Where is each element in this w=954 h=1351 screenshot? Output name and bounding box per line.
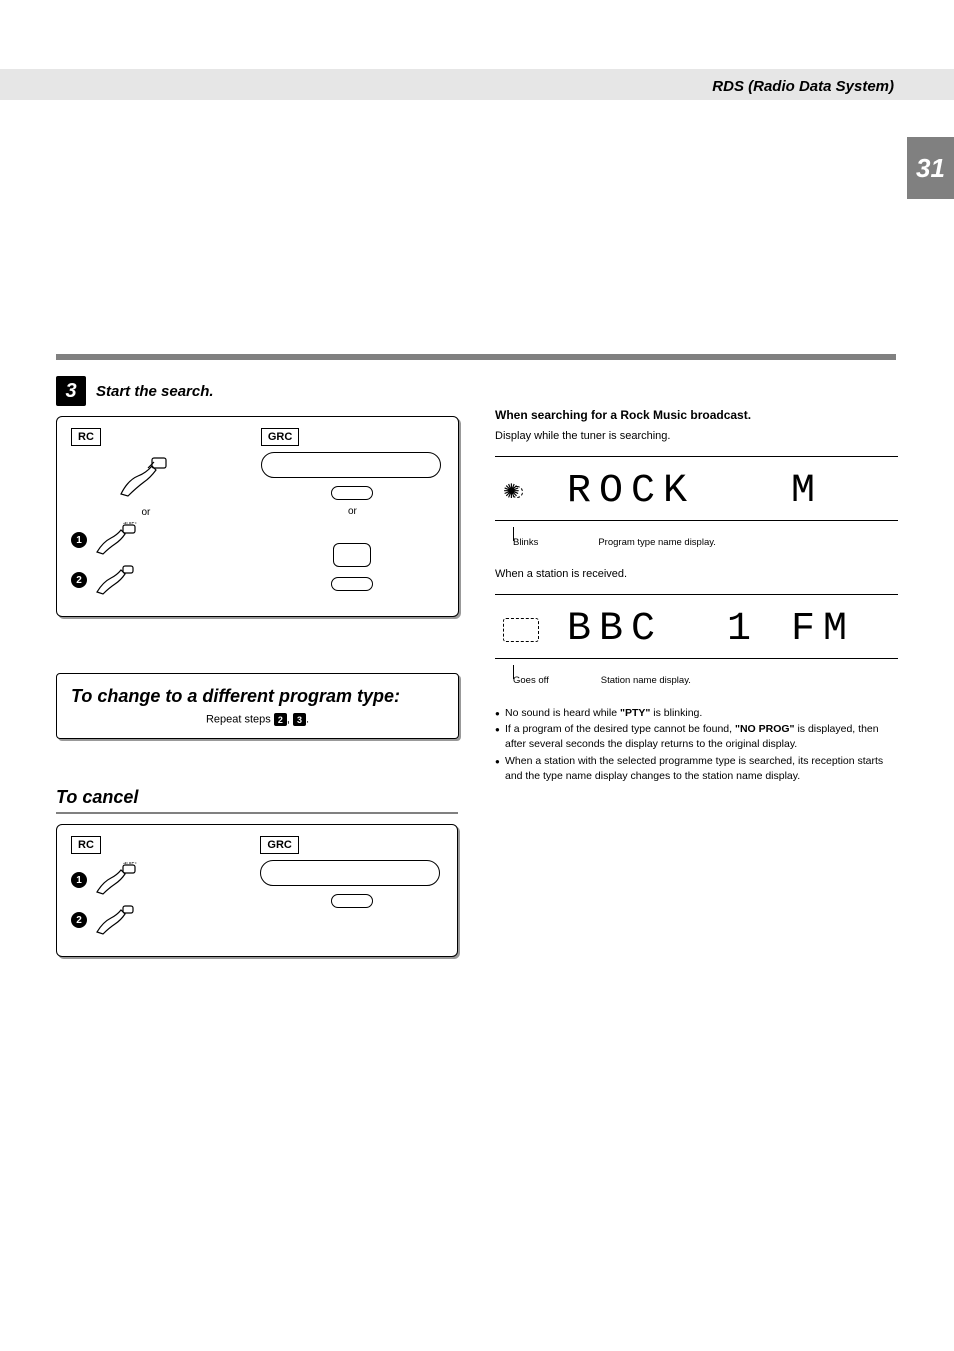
notes-list: No sound is heard while "PTY" is blinkin… [495, 706, 898, 784]
step-3-header: 3 Start the search. [56, 376, 459, 406]
hand-press-icon-cancel [93, 902, 143, 938]
lcd-1-text: ROCK M [567, 469, 823, 514]
lcd-1-label-right: Program type name display. [598, 537, 716, 548]
rock-sub-1: Display while the tuner is searching. [495, 430, 898, 442]
sub-1-badge: 1 [71, 532, 87, 548]
lcd-1-pointer [513, 527, 514, 541]
rock-sub-2: When a station is received. [495, 568, 898, 580]
sub-2-badge: 2 [71, 572, 87, 588]
lcd-2-label-left: Goes off [513, 675, 549, 686]
change-type-title: To change to a different program type: [71, 686, 444, 707]
step-3-badge: 3 [56, 376, 86, 406]
device-oval-button [261, 452, 441, 478]
cancel-sub-1-badge: 1 [71, 872, 87, 888]
or-label-left: or [71, 507, 221, 518]
lcd-display-1: ✺ ROCK M [495, 456, 898, 521]
rc-grc-row: RC or 1 [71, 427, 444, 602]
right-column: When searching for a Rock Music broadcas… [495, 376, 898, 957]
grc-label: GRC [261, 428, 299, 446]
cancel-rule [56, 812, 458, 814]
content-area: 3 Start the search. RC [56, 354, 898, 957]
or-label-right: or [261, 506, 444, 517]
cancel-rc-column: RC 1 SHIFT 2 [71, 835, 220, 942]
section-title: RDS (Radio Data System) [712, 78, 894, 95]
blink-icon: ✺ [503, 478, 539, 506]
rc-column: RC or 1 [71, 427, 221, 602]
cancel-oval-button [260, 860, 440, 886]
note-1-post: is blinking. [650, 707, 702, 719]
lcd-2-pointer [513, 665, 514, 679]
two-column-layout: 3 Start the search. RC [56, 376, 898, 957]
left-column: 3 Start the search. RC [56, 376, 459, 957]
sub-1-row: 1 SHIFT [71, 522, 221, 558]
note-1-pre: No sound is heard while [505, 707, 620, 719]
note-1: No sound is heard while "PTY" is blinkin… [495, 706, 898, 721]
step-3-title: Start the search. [96, 383, 214, 400]
lcd-2-labels: Goes off Station name display. [495, 675, 898, 686]
off-icon [503, 618, 539, 642]
hand-press-icon [116, 456, 176, 500]
note-3: When a station with the selected program… [495, 754, 898, 784]
device-round-button [333, 543, 371, 567]
section-rule [56, 354, 896, 360]
note-1-bold: "PTY" [620, 707, 650, 719]
lcd-2-label-right: Station name display. [601, 675, 691, 686]
lcd-2-text: BBC 1 FM [567, 607, 855, 652]
page-number: 31 [916, 153, 945, 184]
note-2-pre: If a program of the desired type cannot … [505, 723, 735, 735]
cancel-grc-column: GRC [260, 835, 443, 942]
note-2-bold: "NO PROG" [735, 723, 795, 735]
cancel-grc-label: GRC [260, 836, 298, 854]
grc-column: GRC or [261, 427, 444, 602]
cancel-sub-2-row: 2 [71, 902, 220, 938]
cancel-rc-grc-row: RC 1 SHIFT 2 [71, 835, 443, 942]
note-2: If a program of the desired type cannot … [495, 722, 898, 752]
cancel-title: To cancel [56, 787, 459, 808]
cancel-small-button [331, 894, 373, 908]
sub-2-row: 2 [71, 562, 221, 598]
change-type-panel: To change to a different program type: R… [56, 673, 459, 739]
cancel-panel: RC 1 SHIFT 2 [56, 824, 458, 957]
lcd-1-label-left: Blinks [513, 537, 538, 548]
rc-label: RC [71, 428, 101, 446]
lcd-display-2: BBC 1 FM [495, 594, 898, 659]
repeat-step-3: 3 [293, 713, 306, 726]
device-small-button-2 [331, 577, 373, 591]
hand-shift-icon: SHIFT [93, 522, 143, 558]
change-type-instruction: Repeat steps 2, 3. [71, 713, 444, 726]
step-3-panel: RC or 1 [56, 416, 459, 617]
svg-text:SHIFT: SHIFT [123, 522, 137, 526]
hand-press-icon-2 [93, 562, 143, 598]
svg-text:SHIFT: SHIFT [123, 862, 137, 866]
note-3-pre: When a station with the selected program… [505, 755, 883, 782]
cancel-sub-2-badge: 2 [71, 912, 87, 928]
hand-shift-icon-cancel: SHIFT [93, 862, 143, 898]
lcd-1-labels: Blinks Program type name display. [495, 537, 898, 548]
cancel-rc-label: RC [71, 836, 101, 854]
cancel-sub-1-row: 1 SHIFT [71, 862, 220, 898]
device-small-button-1 [331, 486, 373, 500]
repeat-prefix: Repeat steps [206, 714, 274, 726]
rock-heading: When searching for a Rock Music broadcas… [495, 408, 898, 422]
cancel-section: To cancel RC 1 SHIFT [56, 787, 459, 957]
page-number-tab: 31 [907, 137, 954, 199]
repeat-suffix: . [306, 714, 309, 726]
repeat-step-2: 2 [274, 713, 287, 726]
